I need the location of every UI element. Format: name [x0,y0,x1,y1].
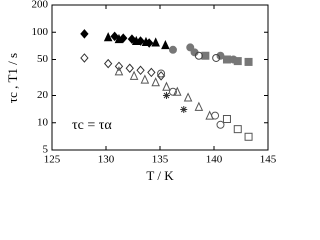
data-point [162,81,171,91]
x-axis-title: T / K [146,168,174,183]
data-point [194,51,203,60]
annotation: τc = τα [72,118,112,133]
data-point [194,101,204,111]
chart: T / K τc , T1 / s τc = τα 125 130 135 140 14… [5,0,277,183]
data-point [216,120,225,129]
data-point [151,77,160,87]
data-point [233,125,242,134]
data-point [244,132,253,141]
data-point [114,33,124,44]
data-point [161,39,170,50]
data-point [114,61,124,72]
data-point [233,57,242,66]
data-point [136,65,145,76]
data-point [151,37,160,47]
data-point [141,36,151,47]
data-point [211,111,220,120]
y-tick-label: 50 [37,53,49,65]
data-point [110,31,119,42]
data-point [186,43,195,52]
y-tick-label: 10 [37,116,49,128]
y-tick-label: 100 [32,26,49,38]
data-point [127,34,137,44]
data-point [103,58,113,69]
data-point [114,66,124,76]
data-point [168,45,177,54]
data-point [162,92,170,100]
data-point [180,106,188,114]
data-point [125,63,134,74]
data-point [147,67,156,78]
data-point [222,55,231,64]
data-point [156,71,166,81]
data-point [244,57,253,66]
page: {"chart_data": {"type": "scatter", "xlab… [4,0,277,183]
y-tick-label: 20 [37,89,49,101]
data-point [140,74,150,84]
x-tick-label: 145 [260,154,277,166]
data-point [80,53,89,63]
data-point [201,51,210,60]
data-point [129,70,139,80]
data-point [216,51,225,60]
y-tick-label: 5 [43,144,49,156]
data-point [172,86,182,96]
x-tick-label: 130 [98,154,115,166]
x-tick-label: 125 [44,154,61,166]
y-tick-label: 200 [32,0,49,11]
data-point [222,115,231,124]
x-tick-label: 140 [206,154,223,166]
data-point [157,69,166,78]
data-point [212,53,221,62]
data-point [103,32,113,42]
y-axis-title: τc , T1 / s [5,53,20,103]
data-point [131,35,141,46]
data-point [80,29,89,39]
data-point [183,92,193,102]
data-point [168,87,177,96]
x-tick-label: 135 [152,154,169,166]
